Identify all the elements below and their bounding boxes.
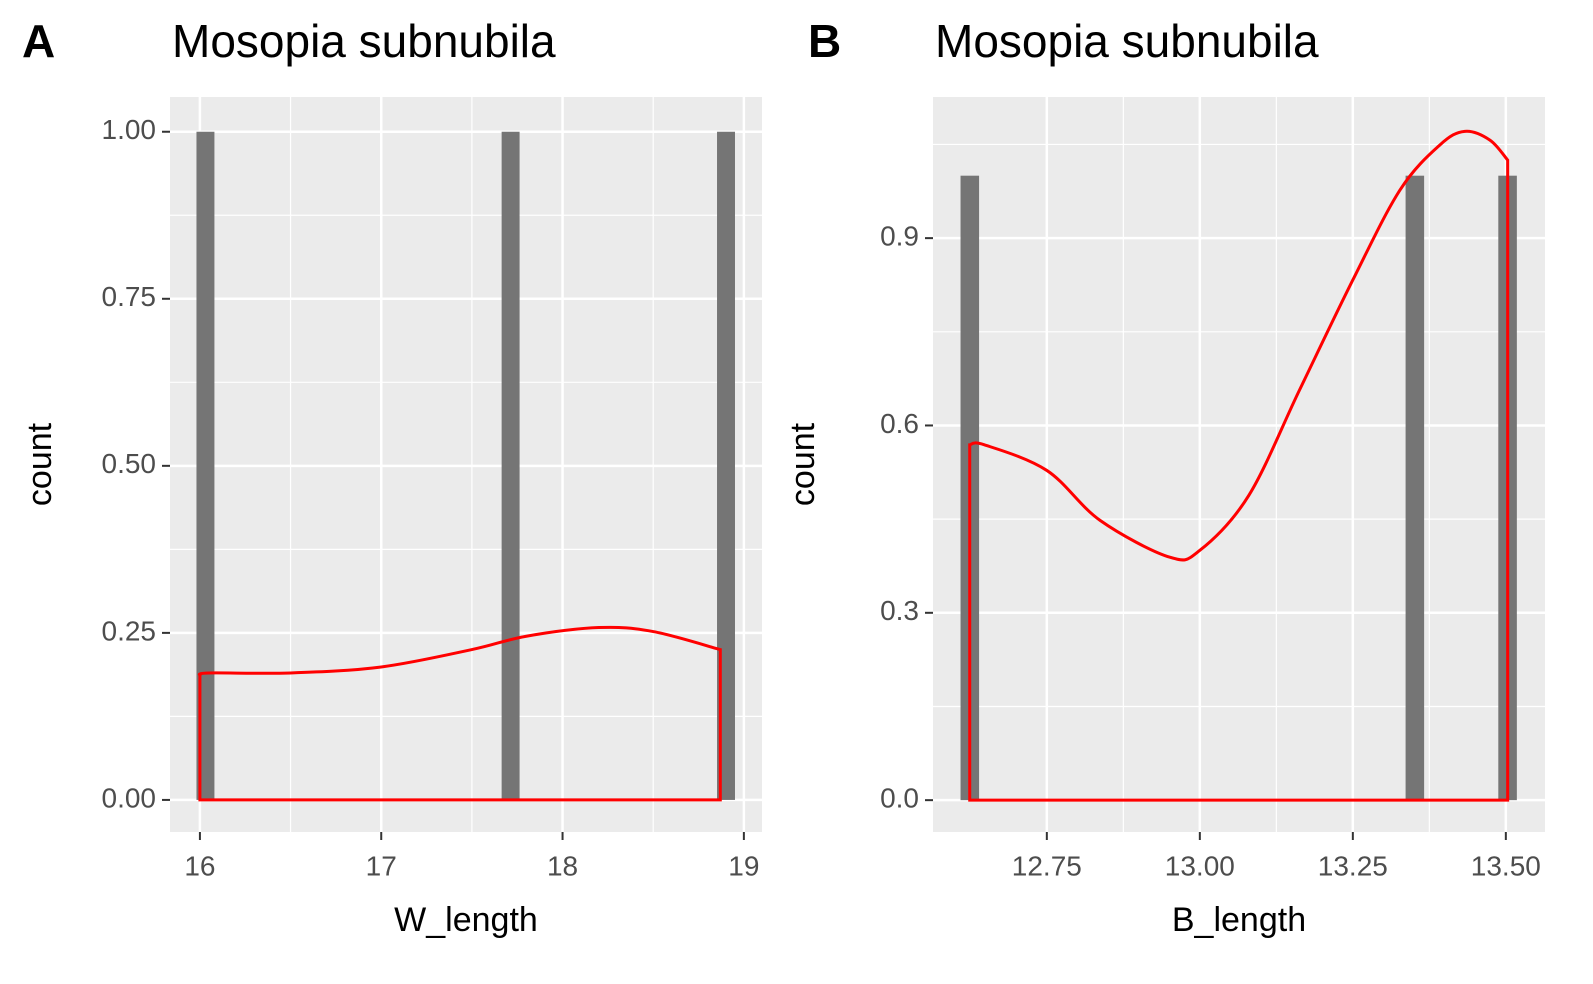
density-line [968, 129, 1510, 802]
y-tick-label: 0.0 [880, 783, 919, 814]
y-tick-label: 0.6 [880, 408, 919, 439]
x-tick-label: 13.00 [1165, 850, 1235, 881]
x-tick-label: 13.50 [1471, 850, 1541, 881]
bar [196, 131, 215, 800]
x-tick-label: 13.25 [1318, 850, 1388, 881]
x-axis-label: B_length [1172, 901, 1306, 939]
density-line [197, 625, 722, 802]
y-tick-label: 0.75 [102, 281, 157, 312]
chart-title: Mosopia subnubila [935, 15, 1319, 67]
bar [501, 131, 520, 800]
chart-title: Mosopia subnubila [172, 15, 556, 67]
x-tick-label: 19 [728, 850, 759, 881]
y-axis-label: count [784, 422, 822, 506]
panel: 12.75 13.00 13.25 13.50 0.0 0.3 0.6 0.9 B Mosopia… [784, 15, 1545, 939]
x-tick-label: 12.75 [1012, 850, 1082, 881]
y-tick-label: 0.25 [102, 615, 157, 646]
bar [1405, 175, 1425, 801]
panel: 16 17 18 19 0.00 0.25 0.50 0.75 1.00 A Mosopia sub… [21, 15, 762, 939]
x-tick-label: 17 [366, 850, 397, 881]
x-tick-label: 16 [184, 850, 215, 881]
plot-background [933, 97, 1545, 832]
y-tick-label: 0.9 [880, 221, 919, 252]
plot-background [170, 97, 762, 832]
bar [717, 131, 735, 800]
y-tick-label: 0.50 [102, 448, 157, 479]
panel-tag: B [808, 15, 841, 67]
y-axis-label: count [21, 422, 59, 506]
y-tick-label: 0.00 [102, 782, 157, 813]
x-tick-label: 18 [547, 850, 578, 881]
x-axis-label: W_length [394, 901, 538, 939]
y-tick-label: 1.00 [102, 114, 157, 145]
panel-tag: A [22, 15, 55, 67]
y-tick-label: 0.3 [880, 595, 919, 626]
